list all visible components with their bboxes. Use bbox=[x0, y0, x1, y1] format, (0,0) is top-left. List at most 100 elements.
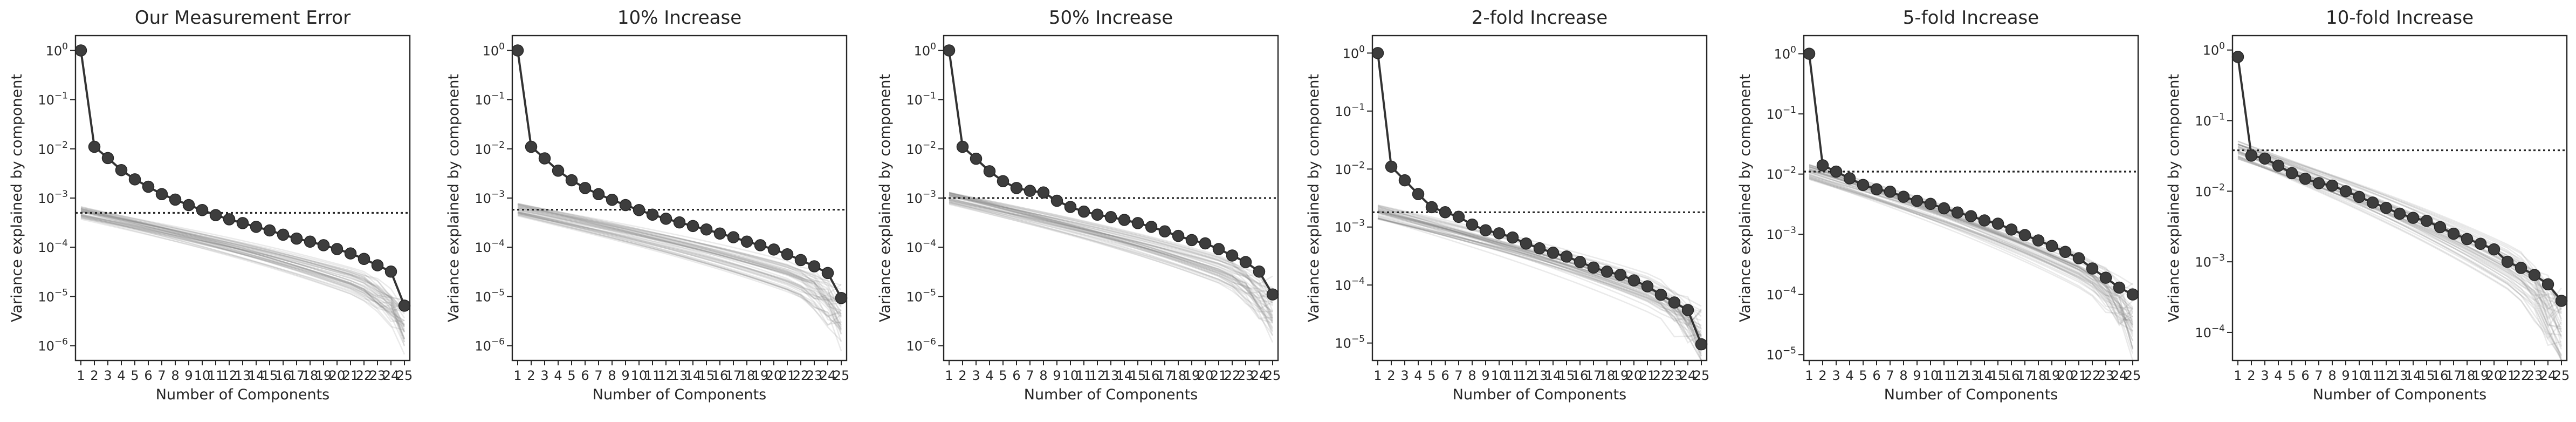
data-point bbox=[2231, 51, 2244, 63]
data-point bbox=[384, 266, 397, 278]
null-curve bbox=[517, 207, 842, 316]
x-tick-label: 5 bbox=[999, 368, 1007, 383]
data-point bbox=[1587, 261, 1600, 274]
null-curve bbox=[949, 192, 1273, 298]
x-tick-label: 2 bbox=[90, 368, 98, 383]
x-tick-label: 15 bbox=[698, 368, 715, 383]
data-point bbox=[740, 235, 753, 248]
x-tick-label: 2 bbox=[527, 368, 535, 383]
y-tick-label: 10−6 bbox=[475, 337, 505, 354]
null-curve bbox=[949, 193, 1273, 285]
x-tick-label: 10 bbox=[1922, 368, 1939, 383]
null-curve bbox=[80, 215, 405, 326]
null-curve bbox=[1377, 212, 1702, 330]
x-tick-label: 22 bbox=[2084, 368, 2101, 383]
observed-line bbox=[517, 50, 842, 299]
data-point bbox=[182, 199, 195, 212]
data-point bbox=[2045, 240, 2058, 253]
null-curve bbox=[80, 218, 406, 355]
data-point bbox=[592, 188, 605, 201]
data-point bbox=[2339, 185, 2352, 198]
data-point bbox=[525, 140, 538, 153]
null-curve bbox=[1809, 173, 2134, 361]
data-point bbox=[1938, 202, 1950, 215]
data-point bbox=[1131, 217, 1144, 229]
x-tick-label: 5 bbox=[2288, 368, 2296, 383]
x-tick-label: 8 bbox=[608, 368, 616, 383]
null-curve bbox=[80, 208, 405, 314]
data-point bbox=[821, 267, 834, 280]
x-axis-label: Number of Components bbox=[1024, 386, 1198, 403]
null-curve bbox=[949, 202, 1274, 316]
x-tick-label: 7 bbox=[1026, 368, 1034, 383]
null-curve bbox=[80, 215, 406, 343]
y-tick-label: 100 bbox=[1343, 44, 1365, 61]
null-curve bbox=[517, 203, 842, 326]
null-curve bbox=[80, 216, 406, 332]
y-axis-label: Variance explained by component bbox=[9, 74, 25, 322]
null-curve bbox=[2237, 152, 2563, 332]
null-curve bbox=[949, 194, 1273, 312]
data-point bbox=[2272, 159, 2285, 172]
data-point bbox=[686, 220, 699, 233]
x-tick-label: 6 bbox=[1441, 368, 1449, 383]
x-tick-label: 25 bbox=[2553, 368, 2570, 383]
null-curve bbox=[1377, 210, 1702, 326]
x-tick-label: 6 bbox=[1872, 368, 1880, 383]
data-point bbox=[115, 164, 128, 176]
y-tick-label: 10−3 bbox=[906, 189, 936, 206]
null-curve bbox=[517, 214, 842, 317]
null-curve bbox=[2237, 149, 2562, 340]
data-point bbox=[290, 232, 303, 245]
chart-title: 5-fold Increase bbox=[1903, 7, 2039, 29]
data-point bbox=[970, 152, 983, 165]
data-point bbox=[2258, 152, 2271, 165]
null-curve bbox=[1809, 174, 2133, 320]
y-tick-label: 10−2 bbox=[1766, 165, 1796, 182]
data-point bbox=[2005, 223, 2018, 236]
data-point bbox=[1239, 256, 1252, 268]
data-point bbox=[2555, 295, 2568, 307]
data-point bbox=[606, 194, 619, 206]
null-curve bbox=[949, 193, 1273, 322]
null-curve bbox=[1809, 178, 2134, 354]
data-point bbox=[1452, 210, 1465, 223]
data-point bbox=[1226, 249, 1239, 262]
x-tick-label: 1 bbox=[513, 368, 521, 383]
data-point bbox=[781, 248, 794, 261]
data-point bbox=[1533, 242, 1546, 255]
x-tick-label: 16 bbox=[275, 368, 292, 383]
x-tick-label: 7 bbox=[157, 368, 166, 383]
x-tick-label: 9 bbox=[2341, 368, 2350, 383]
data-point bbox=[1212, 243, 1225, 255]
x-tick-label: 17 bbox=[1585, 368, 1602, 383]
x-tick-label: 15 bbox=[1558, 368, 1575, 383]
null-curve bbox=[2237, 140, 2563, 339]
null-curve bbox=[949, 192, 1273, 293]
x-tick-label: 19 bbox=[1612, 368, 1629, 383]
data-point bbox=[1843, 172, 1856, 185]
x-tick-label: 24 bbox=[383, 368, 400, 383]
x-tick-label: 21 bbox=[2071, 368, 2087, 383]
data-point bbox=[1064, 201, 1077, 213]
null-curve bbox=[517, 209, 842, 311]
x-tick-label: 13 bbox=[1103, 368, 1119, 383]
y-tick-label: 10−4 bbox=[1766, 285, 1796, 303]
null-curve bbox=[949, 195, 1273, 301]
x-tick-label: 22 bbox=[2513, 368, 2530, 383]
data-point bbox=[808, 260, 821, 273]
data-point bbox=[1614, 269, 1627, 281]
data-point bbox=[1654, 288, 1667, 301]
x-tick-label: 22 bbox=[356, 368, 373, 383]
data-point bbox=[835, 291, 848, 304]
data-point bbox=[1199, 237, 1212, 250]
data-point bbox=[1641, 280, 1654, 292]
y-axis-label: Variance explained by component bbox=[1737, 74, 1754, 322]
null-curve bbox=[949, 197, 1274, 337]
null-curve bbox=[80, 209, 405, 302]
data-point bbox=[1560, 250, 1573, 263]
data-point bbox=[1857, 179, 1870, 191]
x-axis-label: Number of Components bbox=[2313, 386, 2486, 403]
null-curve bbox=[80, 211, 405, 322]
